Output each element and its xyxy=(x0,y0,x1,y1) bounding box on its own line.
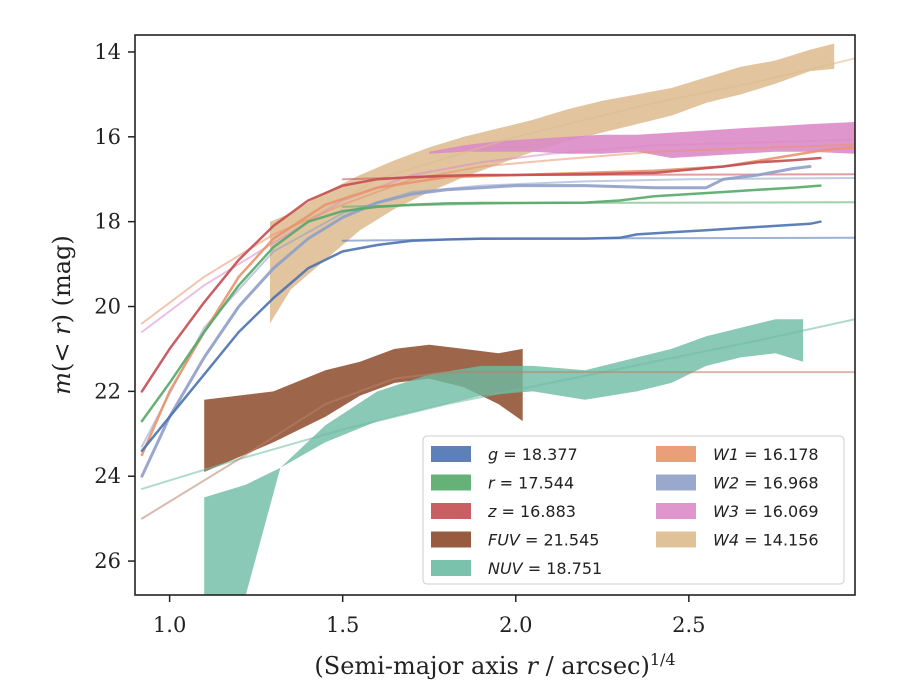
x-axis-label: (Semi-major axis r / arcsec)1/4 xyxy=(314,650,675,681)
x-tick-label: 2.5 xyxy=(672,613,705,637)
y-tick-label: 20 xyxy=(94,295,121,319)
legend-label-r: r = 17.544 xyxy=(488,474,574,493)
legend: g = 18.377 r = 17.544 z = 16.883 FUV = 21.5… xyxy=(422,435,845,585)
profile-line-r xyxy=(140,184,822,423)
legend-label-nuv: NUV = 18.751 xyxy=(488,559,602,578)
y-tick-label: 18 xyxy=(94,210,121,234)
legend-label-g: g = 18.377 xyxy=(488,445,578,464)
legend-swatch-nuv xyxy=(431,560,471,576)
y-tick-label: 22 xyxy=(94,379,121,403)
legend-label-w4: W4 = 14.156 xyxy=(713,531,819,550)
profile-line-layer xyxy=(140,146,855,478)
model-line-nuv xyxy=(140,318,855,490)
x-tick-label: 2.0 xyxy=(499,613,532,637)
legend-label-w2: W2 = 16.968 xyxy=(713,474,819,493)
legend-swatch-w3 xyxy=(656,503,696,519)
y-tick-label: 24 xyxy=(94,464,121,488)
plot-frame xyxy=(134,34,856,596)
model-line-w4 xyxy=(272,57,855,240)
y-tick-label: 16 xyxy=(94,125,121,149)
legend-swatch-fuv xyxy=(431,531,471,548)
model-line-fuv xyxy=(140,371,855,520)
legend-swatch-r xyxy=(431,474,471,491)
legend-label-w1: W1 = 16.178 xyxy=(713,445,819,464)
profile-line-g xyxy=(140,220,822,453)
x-tick-label: 1.5 xyxy=(326,613,359,637)
profile-line-z xyxy=(140,156,822,393)
axis-ticks: 1.0 1.5 2.0 2.5 14 16 18 20 22 24 26 xyxy=(94,40,705,637)
legend-label-w3: W3 = 16.069 xyxy=(713,502,819,521)
y-axis-label: m(< r) (mag) xyxy=(48,235,76,395)
legend-box xyxy=(422,435,845,585)
legend-swatch-w2 xyxy=(656,474,696,491)
legend-swatch-g xyxy=(431,446,471,462)
profile-line-w2 xyxy=(140,165,812,478)
legend-swatch-z xyxy=(431,503,471,519)
band-w4 xyxy=(270,43,835,324)
legend-swatch-w1 xyxy=(656,446,696,462)
model-line-w1 xyxy=(140,143,855,325)
legend-label-fuv: FUV = 21.545 xyxy=(488,531,599,550)
profile-line-w1 xyxy=(140,146,855,457)
legend-label-z: z = 16.883 xyxy=(487,502,576,521)
band-nuv xyxy=(204,319,804,595)
x-tick-label: 1.0 xyxy=(153,613,186,637)
y-tick-label: 14 xyxy=(94,40,121,64)
model-line-w3 xyxy=(140,138,855,333)
legend-swatch-w4 xyxy=(656,531,696,548)
y-tick-label: 26 xyxy=(94,549,121,573)
